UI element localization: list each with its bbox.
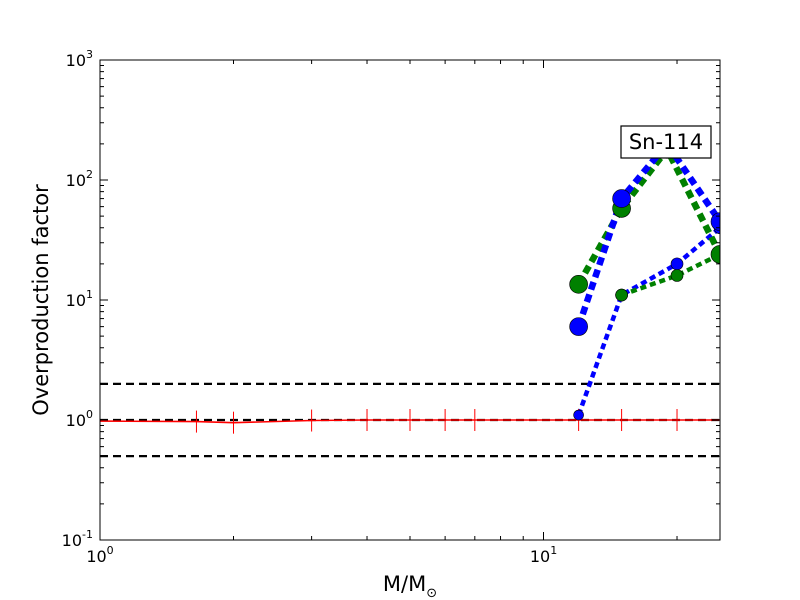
y-tick-label-1: 100	[66, 408, 93, 430]
x-axis-label-main: M/M	[383, 572, 426, 596]
series-0-line	[100, 419, 720, 424]
annotation-frame	[620, 125, 712, 159]
series-2-marker-0	[615, 288, 628, 302]
y-tick-label-base: 10	[66, 291, 86, 310]
series-1-line	[576, 226, 720, 416]
series-2-marker-1	[670, 269, 684, 282]
x-tick-label-base: 10	[530, 547, 550, 566]
series-3-marker-3	[710, 245, 720, 264]
y-tick-label-exp: 0	[86, 408, 93, 421]
y-axis-label: Overproduction factor	[29, 184, 53, 416]
annotation-label: Sn-114	[629, 130, 703, 154]
y-tick-label-base: 10	[62, 531, 82, 550]
y-tick-label-base: 10	[66, 51, 86, 70]
x-tick-label-0: 100	[86, 544, 113, 566]
y-tick-label-exp: 2	[86, 168, 93, 181]
series-1-marker-2	[670, 257, 684, 271]
y-tick-label-3: 102	[66, 168, 93, 190]
series-lines	[100, 140, 720, 424]
y-tick-label-0: 10-1	[62, 528, 93, 550]
series-4-line	[575, 140, 720, 328]
series-3-line	[575, 146, 720, 287]
series-markers	[100, 134, 720, 434]
x-axis-label-sub: ⊙	[426, 586, 437, 600]
axis-ticks	[99, 59, 720, 541]
x-tick-label-1: 101	[530, 544, 557, 566]
series-4-marker-0	[569, 317, 588, 336]
plot-area	[100, 60, 720, 540]
y-tick-label-exp: -1	[82, 528, 93, 541]
annotation-box: Sn-114	[620, 125, 712, 159]
y-tick-label-exp: 1	[86, 288, 93, 301]
series-4-marker-1	[612, 189, 631, 208]
series-4-marker-3	[710, 212, 720, 231]
y-tick-label-exp: 3	[86, 48, 93, 61]
x-tick-label-exp: 0	[107, 544, 114, 557]
series-1-marker-0	[573, 409, 584, 421]
x-tick-label-base: 10	[86, 547, 106, 566]
y-tick-label-2: 101	[66, 288, 93, 310]
series-3-marker-0	[569, 275, 588, 294]
y-tick-label-base: 10	[66, 171, 86, 190]
y-tick-label-4: 103	[66, 48, 93, 70]
x-axis-label: M/M⊙	[383, 572, 437, 600]
series-2-line	[620, 252, 720, 298]
y-tick-label-base: 10	[66, 411, 86, 430]
x-tick-label-exp: 1	[550, 544, 557, 557]
